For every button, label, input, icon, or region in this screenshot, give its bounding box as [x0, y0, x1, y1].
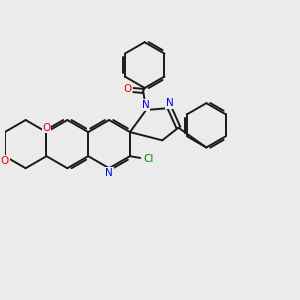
Text: N: N — [105, 168, 113, 178]
Text: Cl: Cl — [143, 154, 153, 164]
Text: O: O — [124, 84, 132, 94]
Text: N: N — [142, 100, 149, 110]
Text: O: O — [1, 156, 9, 166]
Text: O: O — [42, 123, 51, 133]
Text: N: N — [166, 98, 173, 108]
